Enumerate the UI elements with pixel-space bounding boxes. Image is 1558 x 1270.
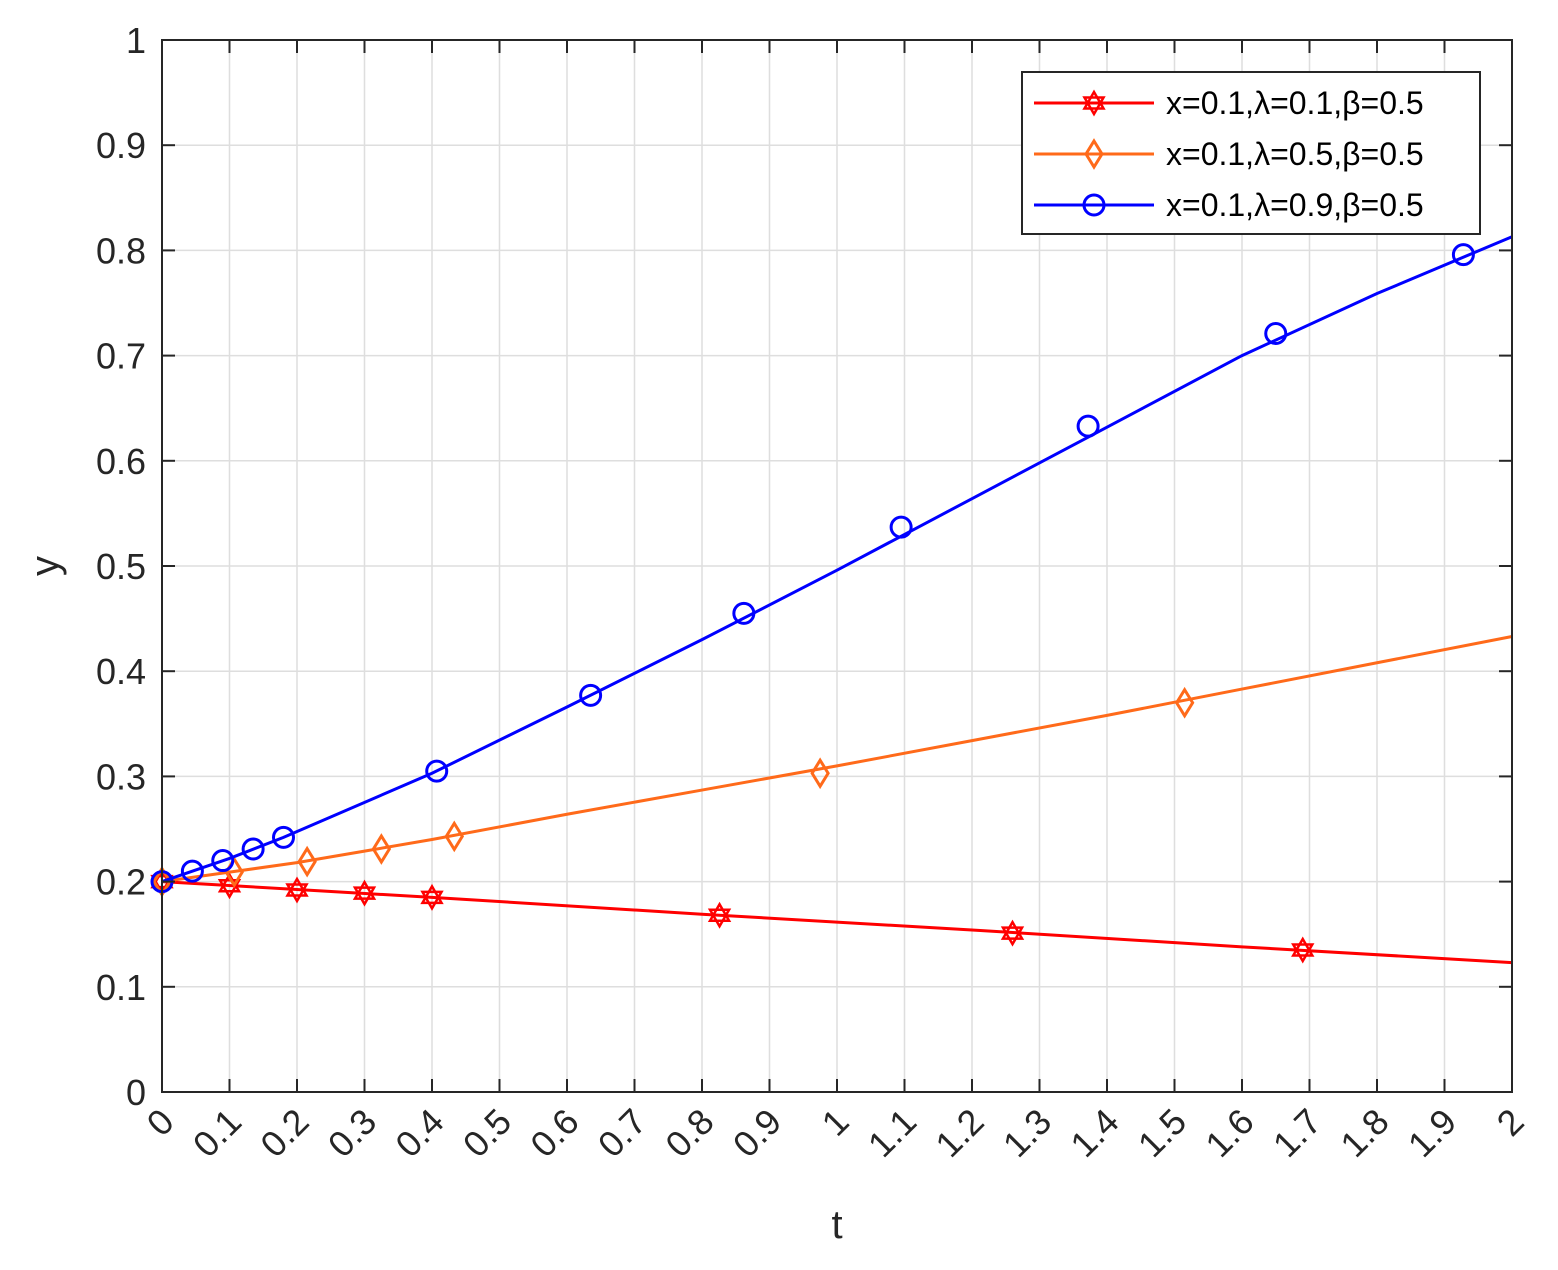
y-tick-label: 0.1 [96, 967, 146, 1008]
data-point [285, 876, 309, 904]
y-tick-label: 0.8 [96, 230, 146, 271]
legend-label: x=0.1,λ=0.1,β=0.5 [1166, 85, 1424, 121]
y-tick-label: 0.9 [96, 125, 146, 166]
y-tick-label: 0.5 [96, 546, 146, 587]
series-line [161, 635, 1513, 884]
hexagram-triangle [707, 901, 732, 923]
data-point [444, 820, 465, 853]
y-tick-label: 1 [126, 20, 146, 61]
y-tick-label: 0 [126, 1072, 146, 1113]
legend-label: x=0.1,λ=0.5,β=0.5 [1166, 136, 1424, 172]
y-tick-label: 0.4 [96, 651, 146, 692]
hexagram-triangle [285, 876, 309, 897]
hexagram-triangle [1082, 89, 1106, 110]
data-point [1451, 243, 1475, 267]
legend-marker [1082, 89, 1106, 117]
hexagram-triangle [1000, 926, 1025, 947]
series-layer [150, 235, 1513, 965]
hexagram-triangle [1291, 943, 1315, 964]
data-point [1076, 414, 1100, 438]
hexagram-triangle [285, 883, 309, 904]
data-point [1264, 322, 1288, 346]
series-3 [150, 235, 1513, 894]
data-point [1291, 936, 1315, 964]
hexagram-triangle [1082, 96, 1106, 117]
legend-marker [1082, 193, 1106, 217]
hexagram-triangle [420, 883, 444, 905]
data-point [1000, 919, 1025, 947]
legend-entry: x=0.1,λ=0.9,β=0.5 [1034, 187, 1424, 223]
data-point [810, 757, 830, 790]
legend: x=0.1,λ=0.1,β=0.5 x=0.1,λ=0.5,β=0.5 x=0.1,… [1021, 71, 1481, 235]
y-tick-label: 0.6 [96, 441, 146, 482]
x-axis-label: t [831, 1203, 842, 1247]
hexagram-triangle [1000, 919, 1025, 940]
data-point [371, 833, 392, 865]
hexagram-triangle [1291, 936, 1315, 957]
data-point [707, 901, 732, 929]
data-point [420, 883, 444, 911]
hexagram-triangle [352, 879, 377, 900]
legend-entry: x=0.1,λ=0.5,β=0.5 [1034, 136, 1424, 172]
data-point [180, 859, 204, 883]
legend-marker [1084, 138, 1104, 170]
y-tick-label: 0.2 [96, 862, 146, 903]
data-point [425, 759, 449, 783]
data-point [241, 837, 265, 861]
hexagram-triangle [420, 890, 444, 911]
y-axis-label: y [23, 556, 67, 576]
data-point [1174, 686, 1195, 719]
y-tick-label: 0.3 [96, 756, 146, 797]
data-point [272, 825, 295, 849]
data-point [732, 601, 756, 625]
legend-label: x=0.1,λ=0.9,β=0.5 [1166, 187, 1424, 223]
series-2 [152, 635, 1513, 898]
data-point [297, 845, 317, 878]
series-line [161, 880, 1513, 965]
data-point [352, 879, 377, 907]
data-point [889, 515, 913, 539]
hexagram-triangle [352, 886, 377, 907]
data-point [579, 683, 603, 707]
data-point [211, 849, 235, 873]
hexagram-triangle [707, 908, 732, 929]
y-tick-label: 0.7 [96, 336, 146, 377]
legend-entry: x=0.1,λ=0.1,β=0.5 [1034, 85, 1424, 121]
